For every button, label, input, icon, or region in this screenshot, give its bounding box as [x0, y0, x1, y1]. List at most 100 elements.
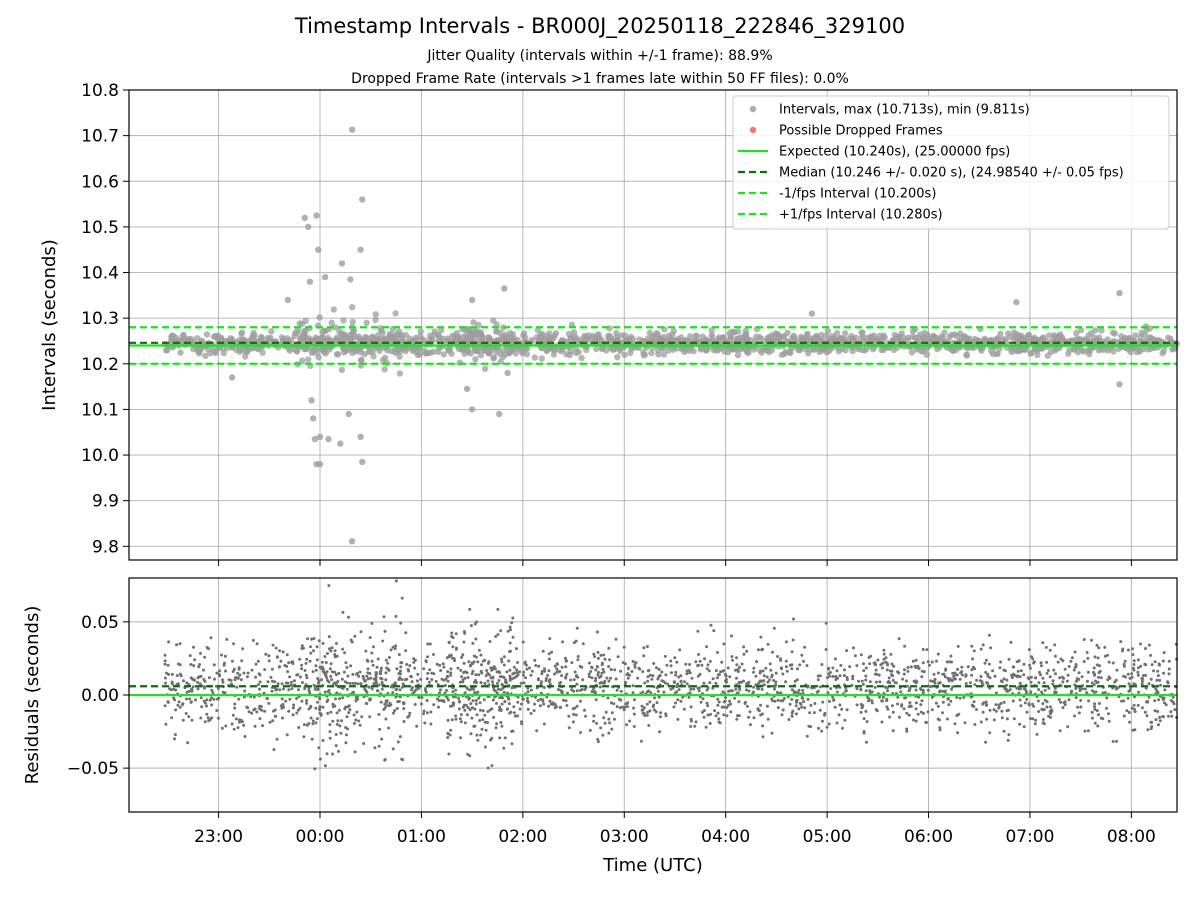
- residual-point: [1007, 708, 1010, 712]
- residual-point: [470, 716, 474, 720]
- interval-point: [1084, 347, 1092, 354]
- residual-point: [677, 688, 681, 692]
- residual-point: [264, 652, 268, 656]
- residual-point: [1139, 642, 1142, 646]
- residual-point: [305, 657, 309, 661]
- residual-point: [509, 628, 512, 632]
- residual-point: [173, 737, 176, 741]
- residual-point: [1103, 691, 1107, 694]
- interval-point: [784, 329, 791, 336]
- residual-point: [458, 717, 462, 721]
- interval-point: [710, 347, 718, 354]
- residual-point: [336, 719, 340, 723]
- residual-point: [1127, 682, 1131, 686]
- residual-point: [790, 650, 794, 654]
- residual-point: [163, 659, 167, 663]
- residual-point: [393, 647, 397, 651]
- residual-point: [173, 733, 177, 737]
- residual-point: [1122, 662, 1126, 666]
- residual-point: [960, 665, 964, 669]
- residual-point: [1156, 669, 1160, 673]
- residual-point: [626, 676, 630, 680]
- residual-point: [413, 666, 417, 670]
- residual-point: [300, 667, 304, 671]
- residual-point: [384, 717, 388, 721]
- interval-point: [565, 330, 573, 338]
- residual-point: [827, 667, 831, 671]
- residual-point: [971, 704, 975, 708]
- residual-point: [881, 661, 885, 665]
- residual-point: [393, 709, 397, 712]
- residual-point: [752, 670, 755, 674]
- residual-point: [748, 710, 752, 714]
- residual-point: [1074, 696, 1078, 700]
- residual-point: [916, 664, 920, 668]
- residual-point: [209, 696, 213, 700]
- residual-point: [460, 655, 464, 659]
- residual-point: [576, 658, 580, 662]
- residual-point: [1086, 670, 1090, 674]
- interval-point: [849, 335, 857, 342]
- residual-point: [478, 719, 482, 722]
- residual-point: [1106, 678, 1110, 682]
- residual-point: [1036, 699, 1040, 703]
- residual-point: [370, 687, 374, 691]
- residual-point: [458, 700, 461, 704]
- residual-point: [345, 715, 349, 719]
- residual-point: [399, 621, 403, 625]
- residual-point: [994, 703, 998, 707]
- interval-outlier-point: [301, 214, 308, 221]
- residual-point: [1095, 663, 1099, 667]
- residual-point: [529, 712, 533, 715]
- residual-point: [935, 659, 938, 663]
- residual-point: [828, 674, 832, 678]
- residual-point: [950, 687, 953, 691]
- residual-point: [972, 700, 976, 704]
- residual-point: [163, 704, 167, 708]
- intervals-y-ticks: 9.89.910.010.110.210.310.410.510.610.710…: [81, 81, 129, 557]
- residual-point: [709, 623, 713, 627]
- residual-point: [553, 672, 556, 676]
- residual-point: [853, 654, 857, 658]
- residual-point: [1096, 724, 1100, 728]
- residual-point: [548, 678, 552, 682]
- residual-point: [608, 658, 612, 662]
- interval-point: [164, 347, 171, 354]
- residual-point: [306, 637, 309, 641]
- residual-point: [476, 660, 480, 664]
- residual-point: [523, 660, 527, 664]
- residual-point: [999, 679, 1003, 683]
- residual-point: [643, 681, 647, 685]
- residual-point: [930, 708, 934, 712]
- residual-point: [1153, 709, 1157, 713]
- residual-point: [608, 721, 612, 725]
- residual-point: [271, 679, 274, 683]
- residual-point: [502, 690, 506, 694]
- residual-point: [729, 702, 733, 706]
- interval-point: [708, 327, 715, 334]
- residual-point: [335, 722, 339, 726]
- residual-point: [221, 680, 225, 684]
- residual-point: [1076, 705, 1080, 709]
- residual-point: [307, 689, 311, 693]
- residual-point: [602, 670, 606, 674]
- residual-point: [581, 678, 585, 682]
- residual-point: [696, 663, 700, 667]
- residual-point: [366, 659, 370, 663]
- residual-point: [920, 675, 924, 679]
- residual-point: [889, 652, 893, 656]
- residual-point: [313, 767, 317, 771]
- residual-point: [300, 699, 304, 703]
- residual-point: [785, 669, 789, 673]
- residual-point: [495, 691, 499, 695]
- residual-point: [1096, 680, 1100, 684]
- residual-point: [949, 654, 953, 658]
- residual-point: [897, 637, 901, 641]
- residual-point: [572, 678, 576, 682]
- residual-point: [601, 689, 605, 693]
- intervals-y-tick-label: 10.2: [81, 355, 119, 375]
- residual-point: [610, 727, 614, 731]
- residual-point: [1146, 700, 1150, 704]
- residual-point: [342, 670, 346, 674]
- residual-point: [544, 677, 548, 680]
